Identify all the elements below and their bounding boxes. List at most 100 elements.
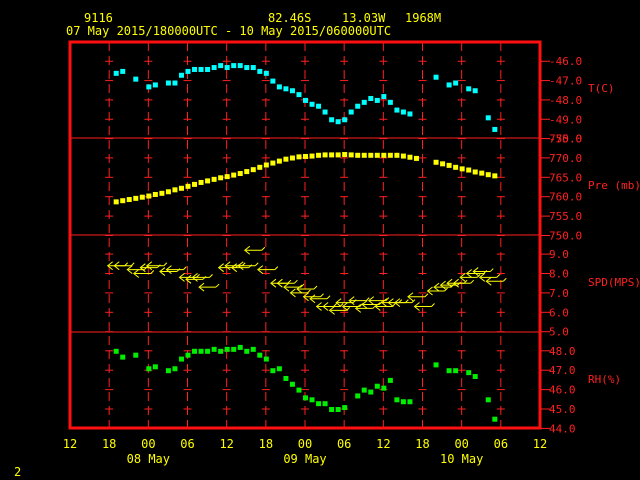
data-point (244, 65, 250, 71)
data-point (185, 68, 191, 74)
data-point (446, 82, 452, 88)
wind-arrow-mark (472, 267, 494, 276)
data-point (152, 82, 158, 88)
data-point (152, 364, 158, 370)
station-elevation: 1968M (405, 11, 441, 25)
wind-arrow-mark (354, 304, 377, 313)
wind-arrow-mark (302, 292, 324, 302)
data-point (381, 152, 387, 158)
data-point (316, 152, 322, 158)
y-tick-label: 760.0 (549, 191, 582, 204)
y-tick-label: 6.0 (549, 306, 569, 319)
data-point (178, 72, 184, 78)
wind-arrow-barb (476, 274, 481, 278)
data-point (218, 63, 224, 69)
data-point (283, 375, 289, 381)
wind-arrow-barb (150, 270, 155, 274)
wind-arrow-mark (159, 267, 181, 276)
data-point (224, 174, 230, 180)
data-point (413, 155, 419, 161)
data-point (440, 161, 446, 167)
wind-arrow-head (302, 292, 309, 302)
data-point (355, 103, 361, 109)
data-point (205, 348, 211, 354)
data-point (237, 63, 243, 69)
data-point (231, 63, 237, 69)
data-point (355, 393, 361, 399)
data-point (316, 401, 322, 407)
data-point (466, 167, 472, 173)
wind-arrow-head (224, 261, 231, 271)
data-point (381, 94, 387, 100)
data-point (276, 158, 282, 164)
wind-arrow-barb (496, 274, 501, 278)
wind-arrow-head (270, 278, 277, 288)
wind-arrow-head (446, 278, 453, 288)
wind-arrow-mark (296, 284, 318, 294)
data-point (355, 152, 361, 158)
wind-arrow-head (113, 261, 120, 271)
data-point (407, 399, 413, 405)
data-point (218, 175, 224, 181)
series-layer (106, 63, 507, 422)
wind-arrow-head (237, 261, 244, 271)
wind-arrow-head (465, 269, 473, 278)
y-tick-label: -49.0 (549, 113, 582, 126)
data-point (165, 189, 171, 195)
station-longitude: 13.03W (342, 11, 386, 25)
series-0 (113, 63, 498, 132)
data-point (309, 101, 315, 107)
wind-arrow-mark (185, 274, 207, 284)
data-point (322, 401, 328, 407)
x-day-label: 10 May (440, 452, 483, 466)
wind-arrow-head (315, 302, 322, 311)
x-day-label: 09 May (283, 452, 326, 466)
data-point (244, 169, 250, 175)
data-point (237, 171, 243, 177)
wind-arrow-head (198, 282, 205, 292)
data-point (368, 152, 374, 158)
data-point (492, 126, 498, 132)
data-point (146, 193, 152, 199)
data-point (466, 370, 472, 376)
data-point (335, 119, 341, 125)
station-id: 9116 (84, 11, 113, 25)
y-tick-label: 770.0 (549, 152, 582, 165)
wind-arrow-head (289, 288, 296, 298)
data-point (472, 88, 478, 94)
wind-arrow-head (230, 263, 238, 273)
data-point (283, 156, 289, 162)
wind-arrow-head (165, 265, 172, 275)
data-point (224, 346, 230, 352)
data-point (270, 160, 276, 166)
data-point (407, 111, 413, 117)
data-point (453, 164, 459, 170)
wind-arrow-barb (313, 285, 318, 290)
data-point (348, 152, 354, 158)
data-point (342, 405, 348, 411)
wind-arrow-mark (459, 272, 481, 282)
wind-arrow-mark (368, 296, 390, 306)
data-point (453, 368, 459, 374)
wind-arrow-head (413, 302, 420, 311)
data-point (244, 348, 250, 354)
outer-frame-border (68, 40, 542, 430)
data-point (492, 416, 498, 422)
wind-arrow-head (159, 267, 166, 276)
data-point (205, 66, 211, 72)
wind-arrow-barb (215, 283, 220, 288)
wind-arrow-barb (320, 293, 324, 298)
x-tick-label: 06 (494, 437, 508, 451)
data-point (237, 344, 243, 350)
wind-arrow-mark (191, 272, 213, 282)
wind-arrow-barb (470, 279, 475, 284)
data-point (309, 153, 315, 159)
y-tick-label: -47.0 (549, 75, 582, 88)
x-tick-label: 00 (454, 437, 468, 451)
data-point (361, 152, 367, 158)
data-point (257, 352, 263, 358)
wind-arrow-mark (374, 302, 396, 311)
data-point (309, 397, 315, 403)
wind-arrow-barb (163, 262, 168, 267)
data-point (485, 115, 491, 121)
